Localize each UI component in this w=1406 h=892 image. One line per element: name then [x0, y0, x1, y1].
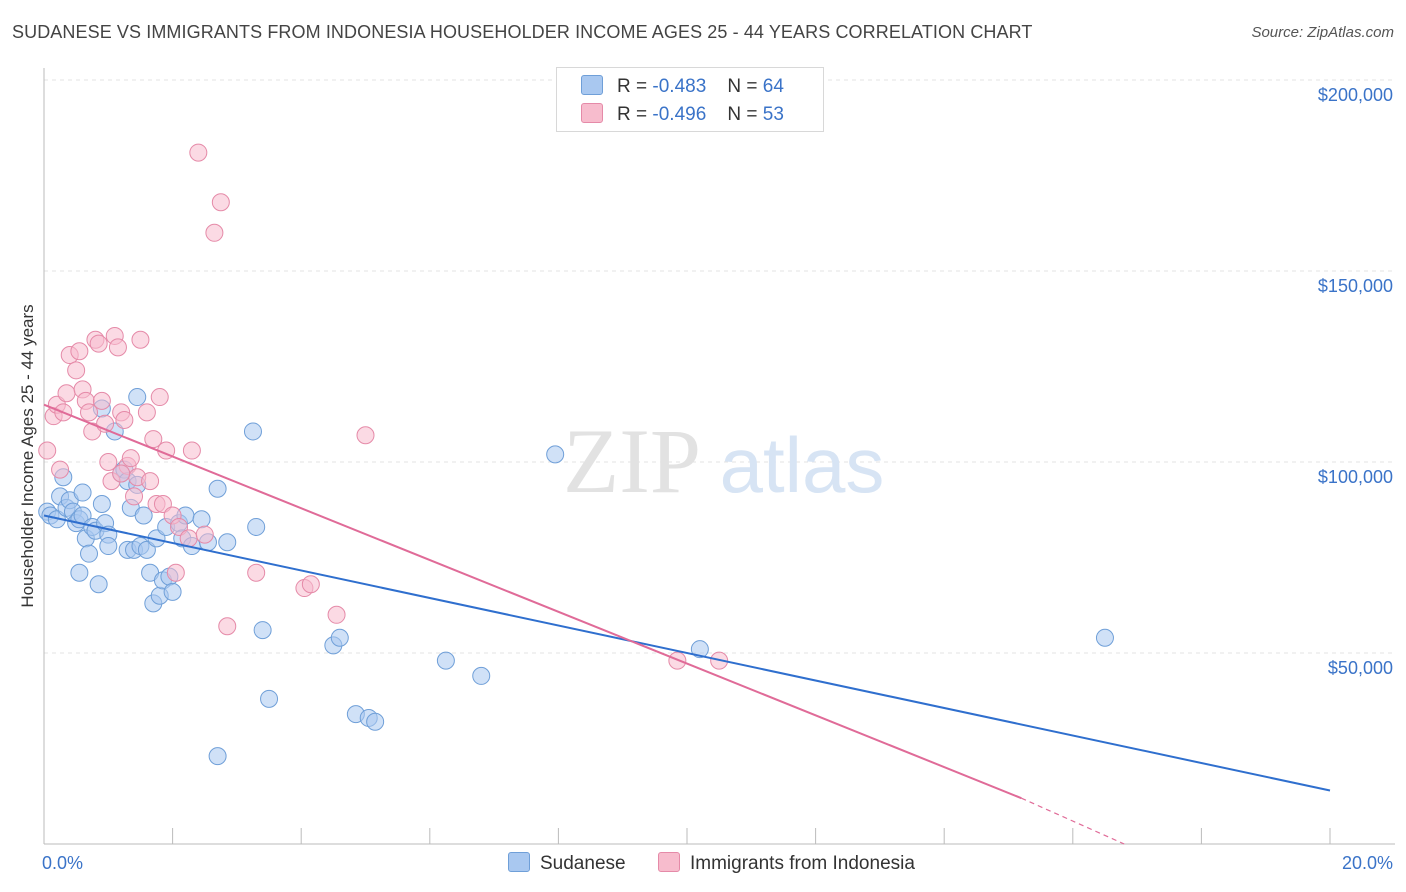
correlation-legend: R = -0.483 N = 64 R = -0.496 N = 53	[556, 67, 824, 132]
data-point	[57, 384, 76, 403]
data-point	[192, 510, 211, 529]
x-tick-labels: 0.0% 20.0%	[42, 853, 1393, 873]
legend-n-label: N =	[727, 76, 758, 97]
data-point	[99, 453, 118, 471]
data-point	[131, 330, 150, 349]
legend-n-value: 64	[762, 76, 784, 97]
data-point	[260, 689, 279, 708]
trend-line	[43, 514, 1331, 792]
legend-row-sudanese: R = -0.483 N = 64	[581, 75, 784, 98]
data-point	[144, 430, 163, 449]
x-tick-label: 20.0%	[1342, 853, 1393, 873]
data-point	[89, 575, 108, 594]
data-point	[38, 441, 57, 460]
data-point	[243, 422, 262, 441]
data-point	[99, 537, 118, 556]
data-point	[137, 540, 156, 559]
legend-label-sudanese: Sudanese	[540, 853, 626, 874]
y-tick-label: $150,000	[1318, 276, 1393, 296]
data-point	[208, 479, 227, 498]
data-point	[112, 464, 131, 483]
grid-lines	[44, 79, 1395, 654]
data-point	[247, 517, 266, 536]
legend-swatch-indonesia	[581, 103, 603, 123]
watermark-zip: ZIP	[563, 410, 701, 512]
data-point	[1095, 628, 1114, 647]
data-point	[436, 651, 455, 670]
y-tick-label: $50,000	[1328, 658, 1393, 678]
data-point	[195, 525, 214, 544]
data-point	[690, 640, 709, 659]
data-point	[89, 334, 108, 353]
legend-swatch-indonesia	[658, 852, 680, 872]
y-axis-label: Householder Income Ages 25 - 44 years	[18, 304, 37, 608]
data-point	[137, 403, 156, 422]
data-point	[208, 747, 227, 766]
data-point	[92, 391, 111, 410]
data-point	[218, 617, 237, 636]
y-tick-label: $100,000	[1318, 467, 1393, 487]
legend-label-indonesia: Immigrants from Indonesia	[690, 853, 915, 874]
y-tick-label: $200,000	[1318, 85, 1393, 105]
data-point	[153, 495, 172, 514]
data-point	[67, 361, 86, 380]
data-point	[163, 582, 182, 601]
data-point	[366, 712, 385, 731]
data-point	[189, 143, 208, 162]
series-sudanese	[38, 388, 1114, 766]
data-point	[166, 563, 185, 582]
y-tick-labels: $50,000 $100,000 $150,000 $200,000	[1318, 85, 1393, 678]
data-point	[125, 487, 144, 506]
legend-r-label: R =	[617, 76, 648, 97]
legend-swatch-sudanese	[508, 852, 530, 872]
data-point	[121, 449, 140, 468]
trend-lines	[43, 403, 1331, 845]
data-point	[80, 403, 99, 422]
legend-r-label: R =	[617, 104, 648, 125]
legend-n-value: 53	[762, 104, 784, 125]
data-point	[253, 621, 272, 640]
data-point	[327, 605, 346, 624]
data-point	[115, 410, 134, 429]
bottom-legend-indonesia: Immigrants from Indonesia	[658, 852, 915, 875]
watermark-atlas: atlas	[720, 421, 885, 509]
data-point	[80, 544, 99, 563]
data-point	[134, 506, 153, 525]
data-point	[128, 388, 147, 407]
data-point	[92, 495, 111, 514]
data-point	[150, 388, 169, 407]
chart-title: SUDANESE VS IMMIGRANTS FROM INDONESIA HO…	[12, 22, 1033, 42]
data-point	[73, 483, 92, 502]
data-point	[182, 441, 201, 460]
data-point	[205, 223, 224, 242]
legend-swatch-sudanese	[581, 75, 603, 95]
data-point	[70, 342, 89, 361]
data-point	[218, 533, 237, 552]
data-point	[330, 628, 349, 647]
data-point	[141, 472, 160, 491]
series-indonesia	[38, 143, 729, 670]
data-point	[108, 338, 127, 357]
legend-row-indonesia: R = -0.496 N = 53	[581, 103, 784, 126]
legend-r-value: -0.483	[652, 76, 707, 97]
data-point	[301, 575, 320, 594]
trend-line-extension	[1021, 797, 1125, 845]
data-point	[70, 563, 89, 582]
legend-r-value: -0.496	[652, 104, 707, 125]
data-point	[546, 445, 565, 464]
trend-line	[43, 403, 1022, 800]
data-point	[472, 666, 491, 685]
data-point	[211, 193, 230, 212]
data-point	[247, 563, 266, 582]
legend-n-label: N =	[727, 104, 758, 125]
source-credit: Source: ZipAtlas.com	[1251, 24, 1394, 41]
data-point	[51, 460, 70, 479]
bottom-legend-sudanese: Sudanese	[508, 852, 626, 875]
x-tick-label: 0.0%	[42, 853, 83, 873]
data-point	[356, 426, 375, 445]
data-point	[170, 517, 189, 536]
